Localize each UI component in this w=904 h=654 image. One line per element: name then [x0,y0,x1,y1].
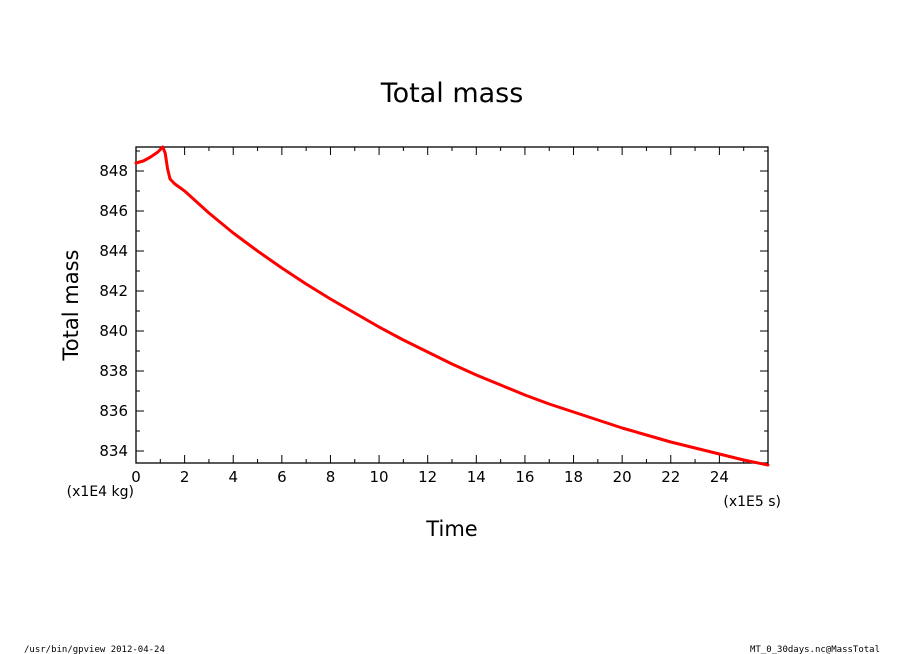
y-tick-label: 840 [99,322,128,340]
x-tick-label: 14 [467,468,486,486]
x-tick-label: 10 [370,468,389,486]
y-tick-label: 848 [99,162,128,180]
series-line [134,145,770,467]
y-tick-label: 842 [99,282,128,300]
x-tick-label: 8 [326,468,336,486]
y-tick-label: 836 [99,402,128,420]
series-group [134,145,770,467]
footer-left: /usr/bin/gpview 2012-04-24 [24,645,165,654]
y-scale-note: (x1E4 kg) [67,484,134,500]
x-tick-label: 6 [277,468,287,486]
x-axis-ticks: 0 2 4 6 8 10 12 14 16 18 20 22 24 [131,147,769,486]
x-tick-label: 24 [710,468,729,486]
y-axis-ticks: 834 836 838 840 842 844 846 848 [99,150,768,460]
x-tick-label: 12 [418,468,437,486]
footer-right: MT_0_30days.nc@MassTotal [750,645,880,654]
x-tick-label: 0 [131,468,141,486]
x-tick-label: 16 [515,468,534,486]
x-tick-label: 22 [661,468,680,486]
y-axis-label: Total mass [59,250,83,362]
y-tick-label: 838 [99,362,128,380]
x-scale-note: (x1E5 s) [723,494,781,510]
chart-title: Total mass [380,78,524,109]
x-tick-label: 18 [564,468,583,486]
x-tick-label: 20 [613,468,632,486]
x-axis-label: Time [425,517,477,541]
y-tick-label: 844 [99,242,128,260]
x-tick-label: 2 [180,468,190,486]
y-tick-label: 846 [99,202,128,220]
y-tick-label: 834 [99,442,128,460]
x-tick-label: 4 [228,468,238,486]
